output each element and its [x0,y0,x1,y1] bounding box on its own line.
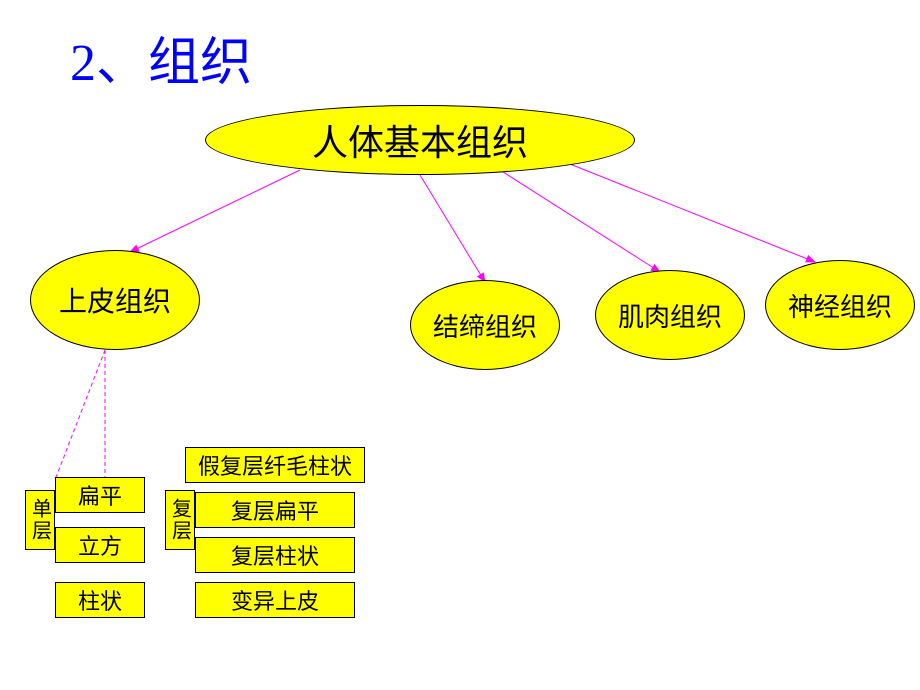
node-label-strat_col: 复层柱状 [231,539,319,571]
edge-epithelial-single_label [55,350,105,480]
edge-root-muscle [500,170,660,272]
node-single_label: 单层 [25,490,55,550]
slide-title: 2、组织 [70,20,252,95]
node-label-nerve: 神经组织 [788,287,892,324]
node-flat: 扁平 [55,477,145,513]
node-muscle: 肌肉组织 [595,270,745,360]
node-label-strat_flat: 复层扁平 [231,494,319,526]
node-pseudo: 假复层纤毛柱状 [185,447,365,483]
node-label-columnar: 柱状 [78,584,122,616]
node-label-cubic: 立方 [78,529,122,561]
node-variant: 变异上皮 [195,582,355,618]
node-strat_flat: 复层扁平 [195,492,355,528]
node-root: 人体基本组织 [205,105,635,175]
node-connective: 结缔组织 [410,280,560,370]
node-label-single_label: 单层 [26,498,55,542]
node-label-connective: 结缔组织 [433,307,537,344]
edge-root-connective [420,175,485,282]
node-strat_col: 复层柱状 [195,537,355,573]
node-label-variant: 变异上皮 [231,584,319,616]
node-columnar: 柱状 [55,582,145,618]
node-nerve: 神经组织 [765,260,915,350]
node-label-muscle: 肌肉组织 [618,297,722,334]
node-label-multi_label: 复层 [166,498,195,542]
node-label-root: 人体基本组织 [312,114,528,166]
edge-root-nerve [560,160,815,262]
node-epithelial: 上皮组织 [30,250,200,350]
node-label-pseudo: 假复层纤毛柱状 [198,449,352,481]
node-label-epithelial: 上皮组织 [59,280,171,320]
edge-root-epithelial [130,170,300,252]
node-label-flat: 扁平 [78,479,122,511]
node-multi_label: 复层 [165,490,195,550]
node-cubic: 立方 [55,527,145,563]
